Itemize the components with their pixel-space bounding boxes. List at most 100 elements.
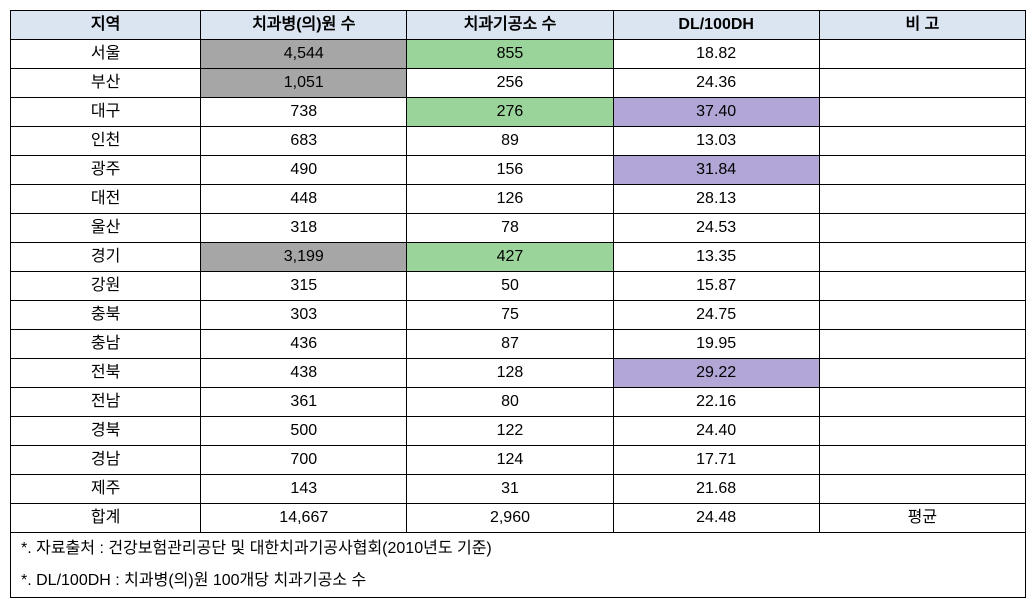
- cell-c1: 4,544: [201, 40, 407, 69]
- cell-c2: 87: [407, 330, 613, 359]
- cell-note: [819, 446, 1025, 475]
- cell-region: 대전: [11, 185, 201, 214]
- header-clinics: 치과병(의)원 수: [201, 11, 407, 40]
- cell-note: 평균: [819, 504, 1025, 533]
- table-row: 대구73827637.40: [11, 98, 1026, 127]
- cell-c3: 24.53: [613, 214, 819, 243]
- cell-c1: 315: [201, 272, 407, 301]
- cell-c3: 22.16: [613, 388, 819, 417]
- header-labs: 치과기공소 수: [407, 11, 613, 40]
- cell-region: 부산: [11, 69, 201, 98]
- cell-region: 전북: [11, 359, 201, 388]
- cell-note: [819, 243, 1025, 272]
- cell-c2: 256: [407, 69, 613, 98]
- table-row: 대전44812628.13: [11, 185, 1026, 214]
- footnote: *. DL/100DH : 치과병(의)원 100개당 치과기공소 수: [11, 565, 1026, 598]
- cell-c3: 19.95: [613, 330, 819, 359]
- data-table: 지역 치과병(의)원 수 치과기공소 수 DL/100DH 비 고 서울4,54…: [10, 10, 1026, 598]
- cell-c3: 24.40: [613, 417, 819, 446]
- table-header: 지역 치과병(의)원 수 치과기공소 수 DL/100DH 비 고: [11, 11, 1026, 40]
- cell-note: [819, 475, 1025, 504]
- cell-c1: 3,199: [201, 243, 407, 272]
- cell-c3: 29.22: [613, 359, 819, 388]
- cell-region: 충북: [11, 301, 201, 330]
- footnote: *. 자료출처 : 건강보험관리공단 및 대한치과기공사협회(2010년도 기준…: [11, 533, 1026, 566]
- table-body: 서울4,54485518.82부산1,05125624.36대구73827637…: [11, 40, 1026, 598]
- cell-c2: 2,960: [407, 504, 613, 533]
- cell-note: [819, 98, 1025, 127]
- cell-region: 서울: [11, 40, 201, 69]
- header-ratio: DL/100DH: [613, 11, 819, 40]
- cell-c1: 318: [201, 214, 407, 243]
- cell-c2: 122: [407, 417, 613, 446]
- cell-c1: 448: [201, 185, 407, 214]
- cell-c1: 303: [201, 301, 407, 330]
- cell-c1: 738: [201, 98, 407, 127]
- cell-c3: 28.13: [613, 185, 819, 214]
- table-row: 서울4,54485518.82: [11, 40, 1026, 69]
- cell-c2: 156: [407, 156, 613, 185]
- cell-c2: 75: [407, 301, 613, 330]
- cell-c3: 24.36: [613, 69, 819, 98]
- cell-c1: 361: [201, 388, 407, 417]
- cell-note: [819, 330, 1025, 359]
- table-row: 충북3037524.75: [11, 301, 1026, 330]
- table-row: 경남70012417.71: [11, 446, 1026, 475]
- cell-c1: 438: [201, 359, 407, 388]
- table-row: 인천6838913.03: [11, 127, 1026, 156]
- cell-c3: 37.40: [613, 98, 819, 127]
- cell-c3: 13.35: [613, 243, 819, 272]
- cell-region: 충남: [11, 330, 201, 359]
- table-row: 합계14,6672,96024.48평균: [11, 504, 1026, 533]
- table-row: 충남4368719.95: [11, 330, 1026, 359]
- cell-region: 인천: [11, 127, 201, 156]
- cell-note: [819, 272, 1025, 301]
- cell-region: 울산: [11, 214, 201, 243]
- cell-c1: 436: [201, 330, 407, 359]
- cell-c2: 427: [407, 243, 613, 272]
- table-row: 경기3,19942713.35: [11, 243, 1026, 272]
- table-row: 울산3187824.53: [11, 214, 1026, 243]
- cell-region: 대구: [11, 98, 201, 127]
- cell-note: [819, 127, 1025, 156]
- cell-c1: 490: [201, 156, 407, 185]
- cell-note: [819, 301, 1025, 330]
- cell-c2: 855: [407, 40, 613, 69]
- cell-c2: 50: [407, 272, 613, 301]
- cell-c1: 500: [201, 417, 407, 446]
- cell-c3: 18.82: [613, 40, 819, 69]
- cell-region: 경북: [11, 417, 201, 446]
- cell-note: [819, 417, 1025, 446]
- cell-c2: 31: [407, 475, 613, 504]
- cell-region: 합계: [11, 504, 201, 533]
- cell-c1: 1,051: [201, 69, 407, 98]
- cell-c3: 21.68: [613, 475, 819, 504]
- cell-region: 경기: [11, 243, 201, 272]
- cell-note: [819, 156, 1025, 185]
- cell-c2: 89: [407, 127, 613, 156]
- cell-c1: 14,667: [201, 504, 407, 533]
- cell-c3: 13.03: [613, 127, 819, 156]
- table-row: 제주1433121.68: [11, 475, 1026, 504]
- cell-c2: 78: [407, 214, 613, 243]
- table-row: 광주49015631.84: [11, 156, 1026, 185]
- header-region: 지역: [11, 11, 201, 40]
- cell-c3: 31.84: [613, 156, 819, 185]
- cell-c3: 17.71: [613, 446, 819, 475]
- cell-note: [819, 359, 1025, 388]
- cell-region: 강원: [11, 272, 201, 301]
- cell-note: [819, 40, 1025, 69]
- cell-region: 제주: [11, 475, 201, 504]
- cell-c1: 700: [201, 446, 407, 475]
- table-row: 경북50012224.40: [11, 417, 1026, 446]
- cell-c1: 683: [201, 127, 407, 156]
- cell-c2: 124: [407, 446, 613, 475]
- cell-c2: 126: [407, 185, 613, 214]
- cell-c2: 276: [407, 98, 613, 127]
- cell-note: [819, 185, 1025, 214]
- cell-region: 전남: [11, 388, 201, 417]
- header-note: 비 고: [819, 11, 1025, 40]
- cell-region: 광주: [11, 156, 201, 185]
- table-row: 전북43812829.22: [11, 359, 1026, 388]
- cell-note: [819, 69, 1025, 98]
